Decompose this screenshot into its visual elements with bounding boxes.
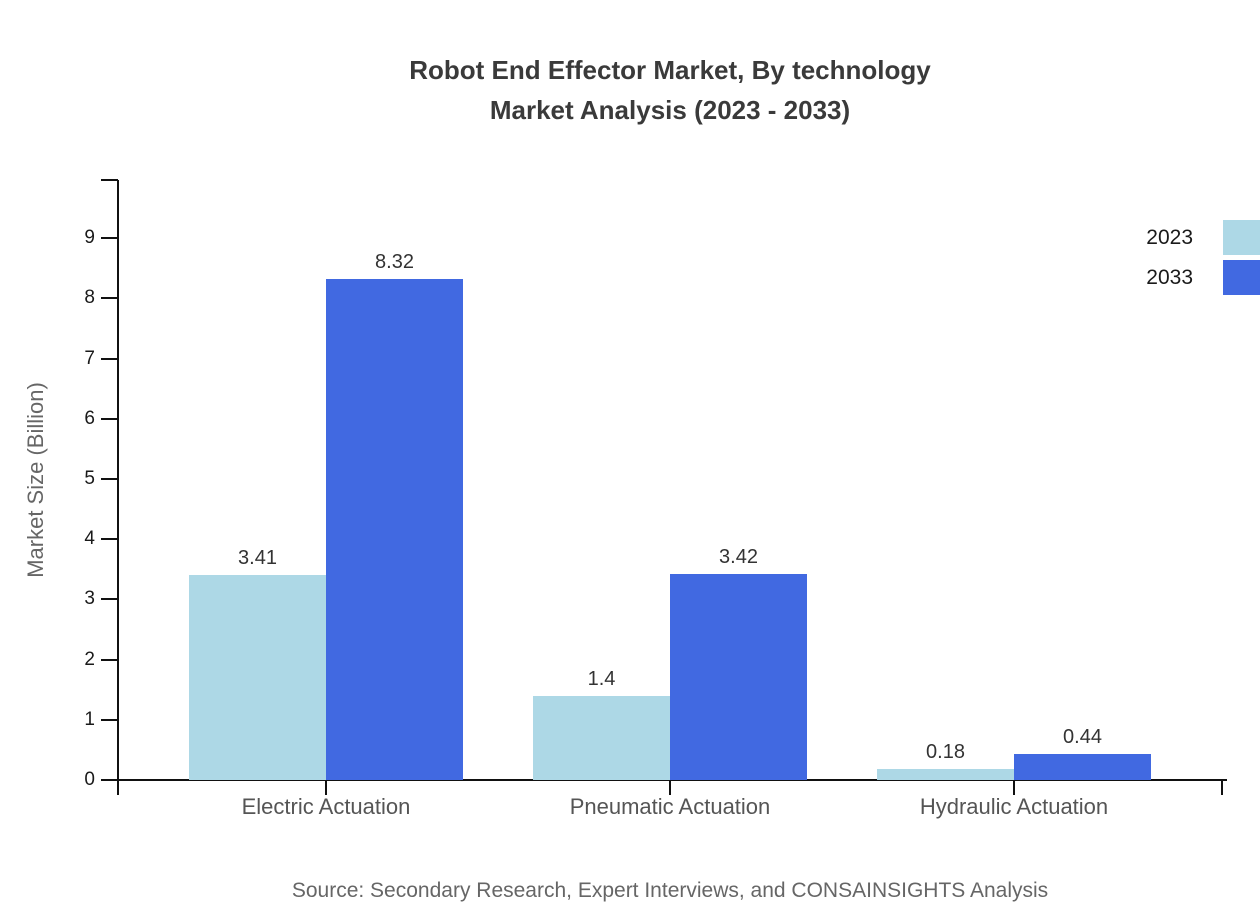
- y-tick-label-9: 9: [84, 227, 95, 248]
- y-axis-line: [117, 180, 119, 795]
- legend-item-2023: 2023: [1146, 220, 1260, 255]
- y-tick-2: [101, 659, 118, 661]
- legend-swatch-2033: [1223, 260, 1260, 295]
- bar-2023-electric-actuation: [189, 575, 326, 780]
- y-tick-label-7: 7: [84, 348, 95, 369]
- category-label-electric-actuation: Electric Actuation: [241, 794, 411, 819]
- bar-2023-hydraulic-actuation: [877, 769, 1014, 780]
- y-tick-1: [101, 719, 118, 721]
- legend-label-2033: 2033: [1146, 265, 1193, 289]
- chart-title-line2: Market Analysis (2023 - 2033): [489, 95, 851, 125]
- legend-swatch-2023: [1223, 220, 1260, 255]
- y-tick-label-4: 4: [84, 528, 95, 549]
- y-tick-label-3: 3: [84, 588, 95, 609]
- y-tick-label-1: 1: [84, 709, 95, 730]
- legend-item-2033: 2033: [1146, 260, 1260, 295]
- bar-value-2033-hydraulic-actuation: 0.44: [1063, 726, 1102, 748]
- x-tick-electric-actuation: [325, 780, 327, 795]
- y-tick-label-6: 6: [84, 408, 95, 429]
- y-tick-5: [101, 478, 118, 480]
- y-tick-3: [101, 598, 118, 600]
- y-axis-top-cap: [101, 179, 118, 181]
- bar-2033-hydraulic-actuation: [1014, 754, 1151, 780]
- bar-value-2023-pneumatic-actuation: 1.4: [587, 668, 616, 690]
- y-tick-6: [101, 418, 118, 420]
- x-axis-line: [117, 779, 1227, 781]
- bar-2023-pneumatic-actuation: [533, 696, 670, 780]
- y-tick-label-2: 2: [84, 649, 95, 670]
- x-tick-hydraulic-actuation: [1013, 780, 1015, 795]
- y-tick-9: [101, 237, 118, 239]
- x-axis-end-tick: [1221, 780, 1223, 795]
- bar-2033-pneumatic-actuation: [670, 574, 807, 780]
- y-tick-4: [101, 538, 118, 540]
- bar-2033-electric-actuation: [326, 279, 463, 780]
- category-label-hydraulic-actuation: Hydraulic Actuation: [919, 794, 1109, 819]
- category-label-pneumatic-actuation: Pneumatic Actuation: [569, 794, 771, 819]
- y-tick-7: [101, 358, 118, 360]
- chart-title: Robot End Effector Market, By technology…: [118, 50, 1222, 130]
- bar-value-2023-electric-actuation: 3.41: [238, 547, 277, 569]
- y-tick-label-8: 8: [84, 287, 95, 308]
- x-tick-pneumatic-actuation: [669, 780, 671, 795]
- bar-value-2023-hydraulic-actuation: 0.18: [926, 741, 965, 763]
- y-tick-8: [101, 297, 118, 299]
- legend: 2023 2033: [1146, 220, 1260, 300]
- chart-title-line1: Robot End Effector Market, By technology: [409, 55, 931, 85]
- y-tick-label-5: 5: [84, 468, 95, 489]
- legend-label-2023: 2023: [1146, 225, 1193, 249]
- bar-value-2033-electric-actuation: 8.32: [375, 251, 414, 273]
- y-tick-0: [101, 779, 118, 781]
- y-tick-label-0: 0: [84, 769, 95, 790]
- bar-value-2033-pneumatic-actuation: 3.42: [719, 546, 758, 568]
- source-text: Source: Secondary Research, Expert Inter…: [291, 879, 1049, 902]
